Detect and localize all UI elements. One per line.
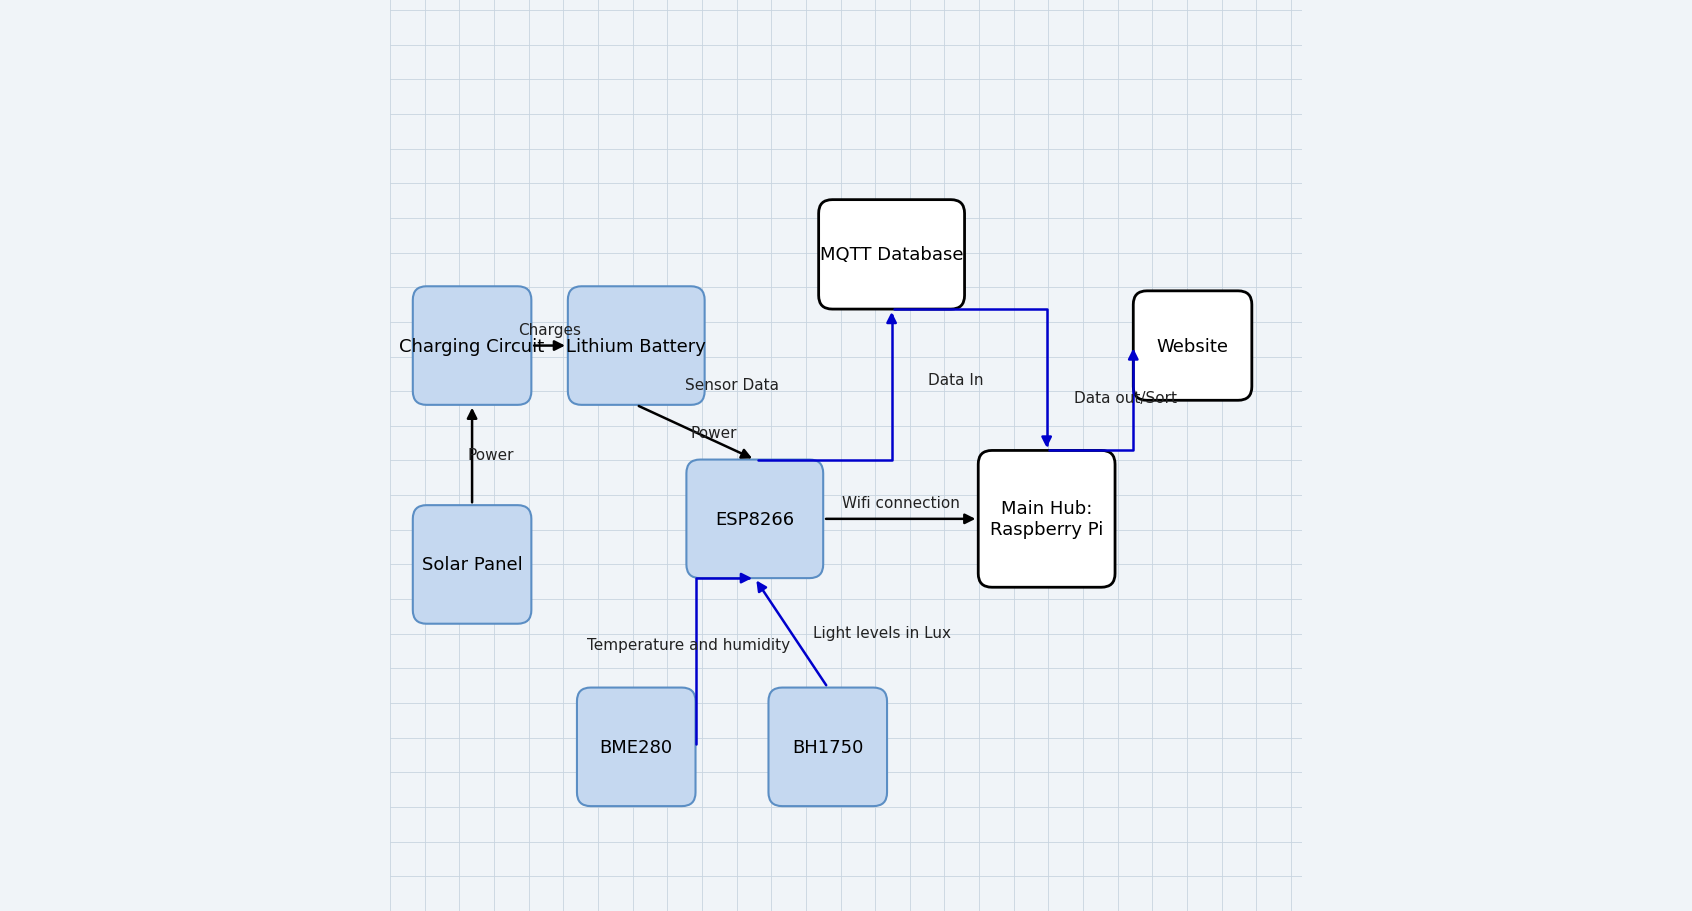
Text: Charging Circuit: Charging Circuit <box>399 337 545 355</box>
FancyBboxPatch shape <box>687 460 824 578</box>
Text: ESP8266: ESP8266 <box>716 510 794 528</box>
FancyBboxPatch shape <box>413 506 531 624</box>
FancyBboxPatch shape <box>819 200 964 310</box>
Text: Power: Power <box>467 448 514 463</box>
Text: Main Hub:
Raspberry Pi: Main Hub: Raspberry Pi <box>990 500 1103 538</box>
FancyBboxPatch shape <box>1134 292 1252 401</box>
Text: Sensor Data: Sensor Data <box>685 377 778 393</box>
Text: BH1750: BH1750 <box>792 738 863 756</box>
FancyBboxPatch shape <box>413 287 531 405</box>
Text: Wifi connection: Wifi connection <box>843 496 959 510</box>
Text: Data In: Data In <box>929 373 983 388</box>
Text: Lithium Battery: Lithium Battery <box>567 337 706 355</box>
Text: Charges: Charges <box>518 322 580 337</box>
Text: Power: Power <box>690 425 738 440</box>
FancyBboxPatch shape <box>768 688 887 806</box>
Text: BME280: BME280 <box>599 738 673 756</box>
Text: Solar Panel: Solar Panel <box>421 556 523 574</box>
Text: MQTT Database: MQTT Database <box>821 246 963 264</box>
Text: Data out/Sort: Data out/Sort <box>1074 391 1178 406</box>
FancyBboxPatch shape <box>569 287 704 405</box>
FancyBboxPatch shape <box>978 451 1115 588</box>
Text: Light levels in Lux: Light levels in Lux <box>814 626 951 640</box>
FancyBboxPatch shape <box>577 688 695 806</box>
Text: Website: Website <box>1157 337 1228 355</box>
Text: Temperature and humidity: Temperature and humidity <box>587 637 790 652</box>
